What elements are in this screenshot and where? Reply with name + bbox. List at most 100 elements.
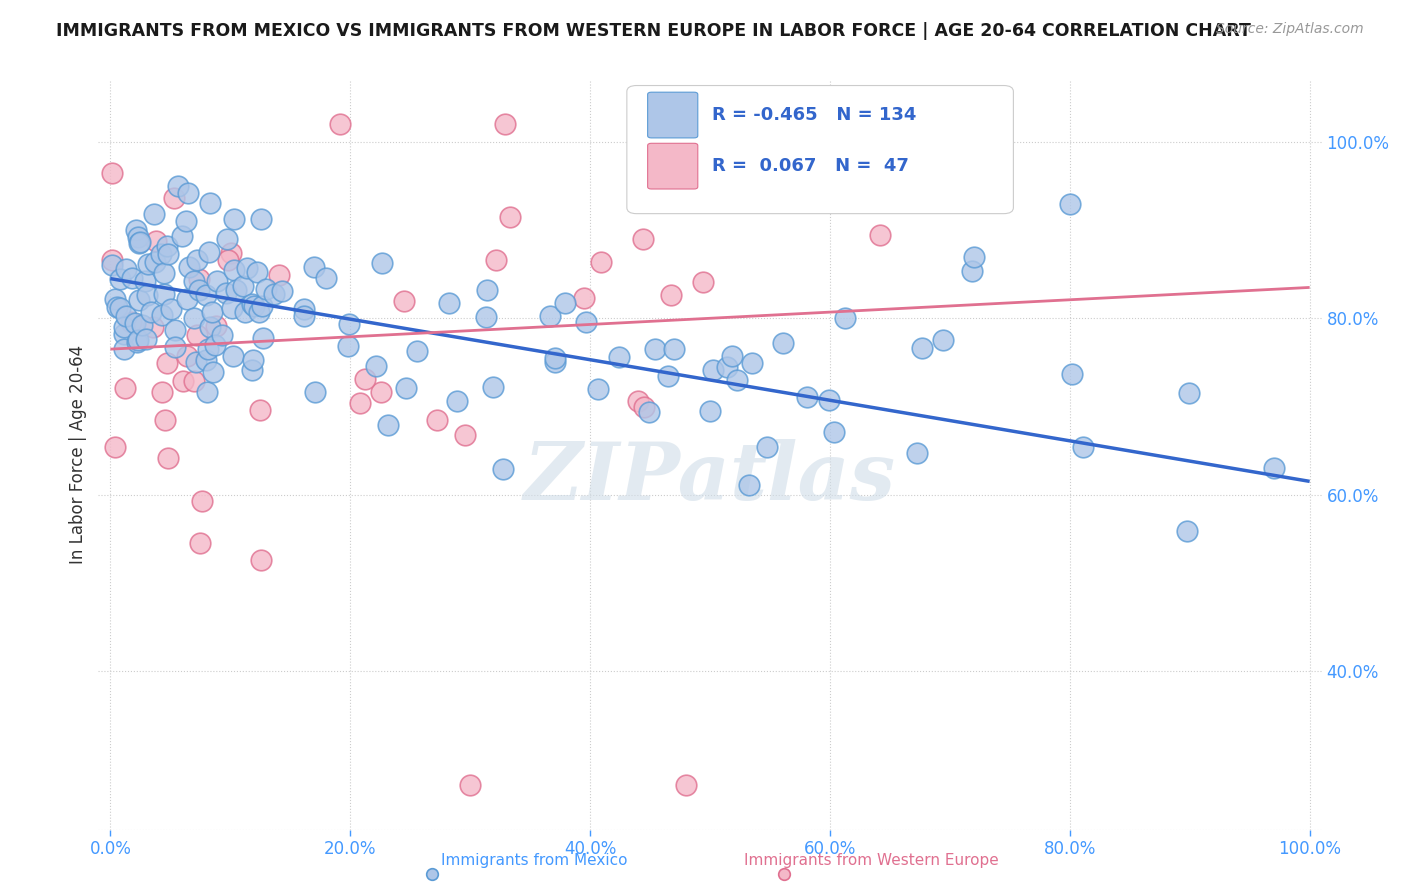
Point: [772, 335, 794, 350]
Point: [156, 239, 179, 253]
Point: [232, 278, 254, 293]
Point: [699, 404, 721, 418]
Point: [201, 305, 224, 319]
Point: [222, 263, 245, 277]
Point: [395, 381, 418, 395]
Point: [104, 440, 127, 454]
Point: [931, 333, 953, 347]
Point: [143, 255, 166, 269]
Point: [101, 258, 124, 272]
Point: [134, 274, 156, 288]
Point: [172, 374, 194, 388]
Point: [1177, 385, 1199, 400]
Point: [482, 380, 505, 394]
Point: [121, 271, 143, 285]
Point: [773, 867, 796, 881]
Point: [142, 320, 165, 334]
Point: [269, 268, 291, 282]
Point: [163, 191, 186, 205]
Point: [474, 310, 496, 324]
Point: [294, 309, 316, 323]
Point: [538, 310, 561, 324]
Point: [575, 315, 598, 329]
Point: [201, 365, 224, 379]
Point: [492, 462, 515, 476]
Point: [738, 478, 761, 492]
Point: [250, 299, 273, 313]
Point: [741, 355, 763, 369]
Point: [157, 247, 180, 261]
Point: [633, 401, 655, 415]
Point: [702, 363, 724, 377]
Point: [246, 265, 269, 279]
Point: [184, 354, 207, 368]
Point: [1071, 440, 1094, 454]
Y-axis label: In Labor Force | Age 20-64: In Labor Force | Age 20-64: [69, 345, 87, 565]
Point: [195, 288, 218, 302]
Point: [143, 207, 166, 221]
Point: [236, 261, 259, 276]
Point: [458, 779, 481, 793]
Point: [187, 283, 209, 297]
Point: [247, 305, 270, 319]
Point: [499, 210, 522, 224]
Point: [104, 293, 127, 307]
Point: [100, 166, 122, 180]
Point: [128, 293, 150, 307]
Point: [370, 385, 392, 400]
Point: [329, 117, 352, 131]
Point: [659, 288, 682, 302]
Point: [105, 301, 128, 315]
Point: [818, 393, 841, 408]
Point: [129, 235, 152, 249]
Point: [243, 299, 266, 313]
Point: [675, 779, 697, 793]
Point: [627, 394, 650, 409]
Point: [725, 374, 748, 388]
Point: [172, 228, 194, 243]
Point: [475, 283, 498, 297]
Text: Source: ZipAtlas.com: Source: ZipAtlas.com: [1216, 22, 1364, 37]
Point: [392, 293, 415, 308]
Point: [371, 256, 394, 270]
Point: [869, 228, 891, 243]
Point: [217, 252, 239, 267]
Point: [205, 274, 228, 288]
Point: [200, 196, 222, 211]
Point: [664, 343, 686, 357]
Point: [240, 363, 263, 377]
Point: [198, 245, 221, 260]
Point: [145, 235, 167, 249]
Point: [127, 229, 149, 244]
Point: [406, 343, 429, 358]
Point: [165, 323, 187, 337]
Point: [127, 333, 149, 347]
Point: [153, 287, 176, 301]
Text: R = -0.465   N = 134: R = -0.465 N = 134: [713, 106, 917, 124]
Point: [1059, 196, 1081, 211]
Point: [249, 403, 271, 417]
Point: [176, 349, 198, 363]
Point: [160, 301, 183, 316]
Point: [141, 305, 163, 319]
Point: [221, 301, 243, 316]
Point: [150, 385, 173, 400]
Point: [112, 319, 135, 334]
Point: [1175, 524, 1198, 539]
Point: [204, 338, 226, 352]
Point: [205, 319, 228, 334]
Point: [125, 223, 148, 237]
Point: [167, 179, 190, 194]
Point: [200, 320, 222, 334]
Point: [183, 374, 205, 388]
Point: [302, 260, 325, 274]
Point: [125, 334, 148, 349]
Point: [250, 211, 273, 226]
Point: [131, 318, 153, 333]
Point: [183, 274, 205, 288]
Point: [637, 405, 659, 419]
Point: [349, 395, 371, 409]
Point: [354, 372, 377, 386]
Point: [242, 296, 264, 310]
Point: [153, 266, 176, 280]
